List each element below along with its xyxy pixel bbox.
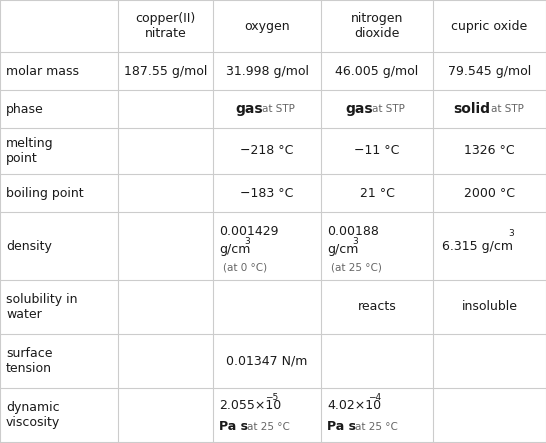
Text: copper(II)
nitrate: copper(II) nitrate	[135, 12, 195, 40]
Text: surface
tension: surface tension	[6, 347, 52, 375]
Text: reacts: reacts	[358, 300, 396, 314]
Text: 3: 3	[509, 229, 514, 238]
Text: boiling point: boiling point	[6, 187, 84, 199]
Text: Pa s: Pa s	[219, 420, 248, 433]
Text: g/cm: g/cm	[327, 243, 358, 256]
Text: −11 °C: −11 °C	[354, 144, 400, 158]
Text: −183 °C: −183 °C	[240, 187, 294, 199]
Text: 3: 3	[244, 237, 250, 246]
Text: oxygen: oxygen	[244, 19, 290, 32]
Text: 0.01347 N/m: 0.01347 N/m	[226, 354, 308, 368]
Text: dynamic
viscosity: dynamic viscosity	[6, 401, 60, 429]
Text: molar mass: molar mass	[6, 65, 79, 78]
Text: Pa s: Pa s	[327, 420, 356, 433]
Text: at STP: at STP	[262, 104, 295, 114]
Text: 4.02×10: 4.02×10	[327, 399, 381, 412]
Text: −218 °C: −218 °C	[240, 144, 294, 158]
Text: 6.315 g/cm: 6.315 g/cm	[442, 240, 513, 253]
Text: phase: phase	[6, 102, 44, 116]
Text: 79.545 g/mol: 79.545 g/mol	[448, 65, 531, 78]
Text: 31.998 g/mol: 31.998 g/mol	[225, 65, 308, 78]
Text: at 25 °C: at 25 °C	[355, 422, 397, 432]
Text: cupric oxide: cupric oxide	[452, 19, 527, 32]
Text: 2000 °C: 2000 °C	[464, 187, 515, 199]
Text: at 25 °C: at 25 °C	[247, 422, 290, 432]
Text: solubility in
water: solubility in water	[6, 293, 78, 321]
Text: solid: solid	[453, 102, 490, 116]
Text: (at 0 °C): (at 0 °C)	[223, 263, 267, 273]
Text: −4: −4	[367, 392, 381, 402]
Text: g/cm: g/cm	[219, 243, 251, 256]
Text: −5: −5	[265, 392, 278, 402]
Text: 21 °C: 21 °C	[360, 187, 394, 199]
Text: 3: 3	[352, 237, 358, 246]
Text: (at 25 °C): (at 25 °C)	[331, 263, 382, 273]
Text: at STP: at STP	[491, 104, 524, 114]
Text: gas: gas	[346, 102, 373, 116]
Text: gas: gas	[235, 102, 263, 116]
Text: 0.00188: 0.00188	[327, 225, 379, 237]
Text: 187.55 g/mol: 187.55 g/mol	[124, 65, 207, 78]
Text: nitrogen
dioxide: nitrogen dioxide	[351, 12, 403, 40]
Text: at STP: at STP	[372, 104, 405, 114]
Text: 1326 °C: 1326 °C	[464, 144, 515, 158]
Text: insoluble: insoluble	[461, 300, 518, 314]
Text: 46.005 g/mol: 46.005 g/mol	[335, 65, 419, 78]
Text: 2.055×10: 2.055×10	[219, 399, 281, 412]
Text: melting
point: melting point	[6, 137, 54, 165]
Text: density: density	[6, 240, 52, 253]
Text: 0.001429: 0.001429	[219, 225, 278, 237]
